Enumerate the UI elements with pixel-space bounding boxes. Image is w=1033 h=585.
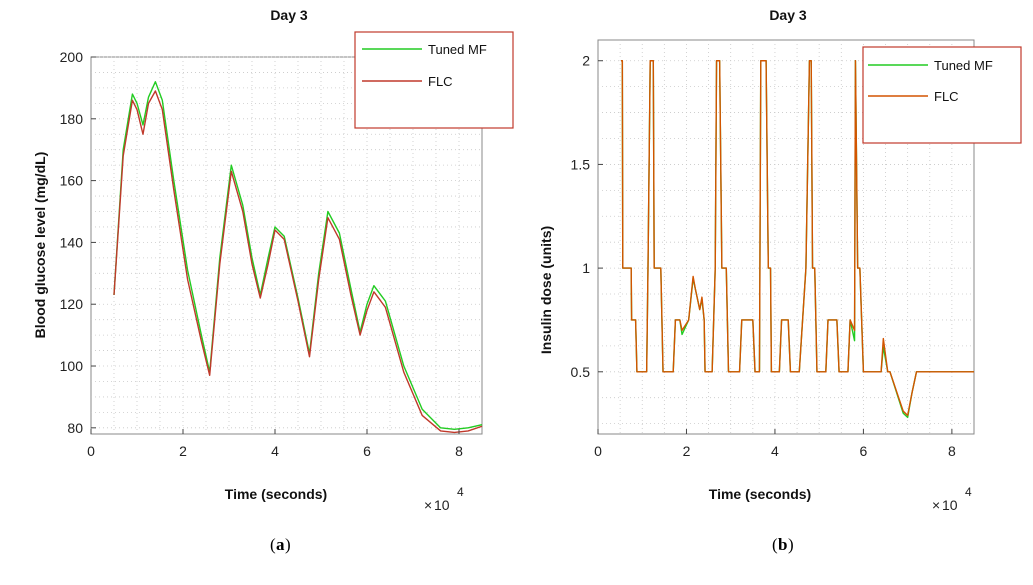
svg-text:): ) <box>788 535 794 554</box>
y-tick-label-4: 160 <box>60 173 84 189</box>
chart-b-legend-label-1: FLC <box>934 89 959 104</box>
chart-a-x-exponent: × 10 4 <box>424 485 464 513</box>
chart-b-grid <box>598 40 974 434</box>
chart-a-title: Day 3 <box>270 7 308 23</box>
chart-b-legend: Tuned MF FLC <box>862 46 1022 144</box>
chart-a-plot-area <box>90 56 483 435</box>
chart-a-caption-letter: a <box>276 535 285 554</box>
chart-b-x-ticks: 0 2 4 6 8 <box>594 429 956 459</box>
series-line-1 <box>113 90 483 434</box>
y-tick-label-1: 1 <box>582 260 590 276</box>
series-line-1 <box>621 60 974 417</box>
y-tick-label-3: 2 <box>582 53 590 69</box>
x-tick-label-0: 0 <box>594 443 602 459</box>
chart-b-caption-letter: b <box>778 535 787 554</box>
chart-a-x-label: Time (seconds) <box>225 486 327 502</box>
chart-a-legend-box <box>354 31 514 129</box>
chart-b-y-label: Insulin dose (units) <box>538 226 554 354</box>
svg-text:): ) <box>285 535 291 554</box>
y-tick-label-3: 140 <box>60 234 84 250</box>
x-tick-label-4: 8 <box>948 443 956 459</box>
chart-b-plot-area <box>597 39 975 435</box>
chart-b-y-ticks: 0.5 1 1.5 2 <box>571 53 603 380</box>
chart-b: Day 3 0 2 4 6 8 0.5 1 1.5 2 Time (seconds) Insu… <box>538 7 1022 554</box>
svg-text:(: ( <box>270 535 276 554</box>
x-tick-label-3: 6 <box>363 443 371 459</box>
chart-a-legend: Tuned MF FLC <box>354 31 514 129</box>
chart-b-legend-box <box>862 46 1022 144</box>
y-tick-label-0: 0.5 <box>571 364 591 380</box>
chart-a-caption: ( a ) <box>270 535 291 554</box>
x-tick-label-4: 8 <box>455 443 463 459</box>
chart-b-x-label: Time (seconds) <box>709 486 811 502</box>
svg-text:(: ( <box>772 535 778 554</box>
chart-b-x-exponent-power: 4 <box>965 485 972 499</box>
y-tick-label-6: 200 <box>60 49 84 65</box>
y-tick-label-1: 100 <box>60 358 84 374</box>
x-tick-label-1: 2 <box>179 443 187 459</box>
chart-b-title: Day 3 <box>769 7 807 23</box>
x-tick-label-3: 6 <box>860 443 868 459</box>
x-tick-label-2: 4 <box>771 443 779 459</box>
chart-b-series <box>621 60 974 419</box>
chart-b-x-exponent-times: × <box>932 497 940 513</box>
chart-a-y-label: Blood glucose level (mg/dL) <box>32 152 48 339</box>
series-line-0 <box>113 81 483 431</box>
y-tick-label-2: 1.5 <box>571 156 591 172</box>
chart-a-series <box>113 81 483 434</box>
x-tick-label-2: 4 <box>271 443 279 459</box>
chart-b-caption: ( b ) <box>772 535 794 554</box>
chart-b-x-exponent: × 10 4 <box>932 485 972 513</box>
y-tick-label-2: 120 <box>60 296 84 312</box>
chart-a-legend-label-1: FLC <box>428 74 453 89</box>
chart-a-y-ticks: 80 100 120 140 160 180 200 <box>60 49 96 436</box>
y-tick-label-0: 80 <box>67 420 83 436</box>
y-tick-label-5: 180 <box>60 111 84 127</box>
chart-a: Day 3 0 2 4 6 8 80 100 120 140 160 180 200 Time (s… <box>32 7 514 554</box>
chart-b-legend-label-0: Tuned MF <box>934 58 993 73</box>
chart-b-x-exponent-base: 10 <box>942 497 958 513</box>
x-tick-label-1: 2 <box>683 443 691 459</box>
chart-a-x-ticks: 0 2 4 6 8 <box>87 429 463 459</box>
chart-a-legend-label-0: Tuned MF <box>428 42 487 57</box>
chart-a-x-exponent-power: 4 <box>457 485 464 499</box>
chart-a-x-exponent-times: × <box>424 497 432 513</box>
chart-a-x-exponent-base: 10 <box>434 497 450 513</box>
x-tick-label-0: 0 <box>87 443 95 459</box>
